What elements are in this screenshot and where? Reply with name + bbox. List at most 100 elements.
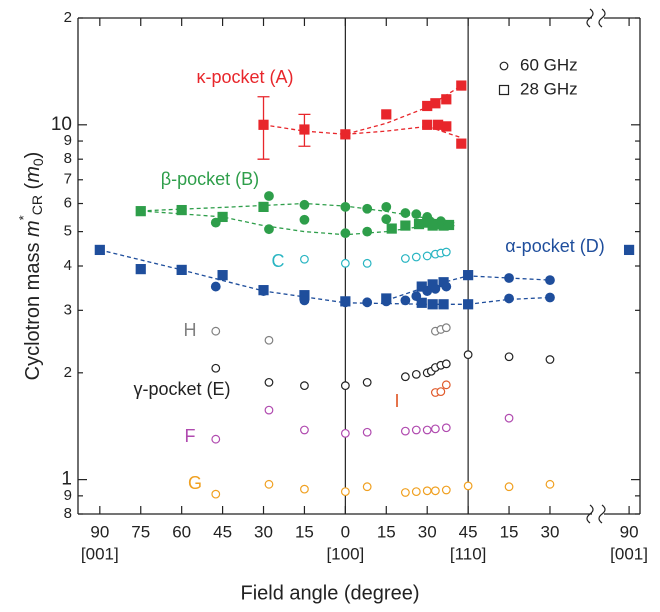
data-point <box>430 283 441 294</box>
data-point <box>416 297 427 308</box>
data-point <box>422 425 432 435</box>
data-point <box>443 219 455 231</box>
pocket-label: α-pocket (D) <box>505 236 604 256</box>
y-tick-label: 6 <box>64 194 72 211</box>
data-point <box>300 381 309 391</box>
data-point <box>211 363 221 373</box>
data-point <box>340 228 351 239</box>
y-axis-title-part: Cyclotron mass <box>22 237 44 380</box>
data-point <box>135 206 146 217</box>
fit-curve <box>345 125 462 139</box>
data-point <box>504 413 514 423</box>
data-point <box>545 292 555 303</box>
data-point <box>381 296 392 307</box>
data-point <box>456 80 467 91</box>
x-tick-label: 45 <box>213 522 232 541</box>
data-point <box>422 486 432 496</box>
x-tick-label: 30 <box>541 522 560 541</box>
data-point <box>381 201 392 212</box>
data-point <box>300 425 309 435</box>
data-point <box>258 119 269 130</box>
y-tick-label: 9 <box>64 132 72 149</box>
data-point <box>362 427 372 437</box>
data-point <box>340 258 350 268</box>
y-axis-title-part: 0 <box>30 158 46 166</box>
y-tick-label: 8 <box>64 150 72 167</box>
x-tick-label: 45 <box>459 522 478 541</box>
data-point <box>362 258 372 268</box>
data-point <box>94 244 105 256</box>
y-axis-title-part: m <box>22 166 44 183</box>
data-point <box>135 264 146 275</box>
data-point <box>300 484 309 494</box>
data-point <box>362 226 373 237</box>
x-tick-label: 30 <box>254 522 273 541</box>
y-tick-label: 1 <box>61 469 72 490</box>
data-point <box>176 204 187 216</box>
data-point <box>545 275 555 286</box>
data-point <box>456 138 467 149</box>
data-point <box>264 224 274 235</box>
data-point <box>441 359 451 369</box>
data-point <box>438 299 449 310</box>
data-point <box>441 281 452 292</box>
data-point <box>441 94 452 105</box>
data-point <box>400 372 410 382</box>
y-tick-label: 3 <box>64 301 72 318</box>
data-point <box>411 369 421 379</box>
data-point <box>400 220 411 231</box>
x-axis-title: Field angle (degree) <box>241 582 420 604</box>
y-axis-title-part: ( <box>22 182 44 195</box>
data-point <box>264 377 274 387</box>
data-point <box>211 434 221 444</box>
data-point <box>411 252 421 262</box>
data-point <box>504 352 514 362</box>
data-point <box>441 380 451 390</box>
data-point <box>411 291 422 302</box>
data-point <box>264 479 274 489</box>
data-point <box>441 323 451 333</box>
x-direction-label: [100] <box>326 544 364 563</box>
legend-marker <box>498 84 510 96</box>
data-point <box>210 217 221 228</box>
legend-marker <box>499 61 509 71</box>
data-point <box>258 201 269 212</box>
x-direction-label: [110] <box>450 544 487 563</box>
data-point <box>386 223 397 234</box>
data-point <box>299 295 310 306</box>
data-point <box>340 201 351 212</box>
data-point <box>211 489 221 499</box>
axis-break <box>598 8 606 28</box>
data-point <box>264 405 274 415</box>
legend-label: 60 GHz <box>520 55 578 74</box>
data-point <box>176 264 187 276</box>
data-point <box>545 479 555 489</box>
legend-label: 28 GHz <box>520 79 578 98</box>
data-point <box>463 299 474 310</box>
y-axis-title: Cyclotron mass m*CR (m0) <box>16 152 45 381</box>
data-point <box>504 293 514 304</box>
data-point <box>340 381 350 391</box>
y-tick-label: 7 <box>64 171 72 188</box>
data-point <box>381 109 392 120</box>
axis-break <box>586 8 594 28</box>
y-tick-label: 2 <box>64 9 72 26</box>
axis-break <box>598 504 606 524</box>
data-point <box>340 487 350 497</box>
data-point <box>441 485 451 495</box>
data-point <box>299 124 310 135</box>
data-point <box>411 209 422 220</box>
x-tick-label: 0 <box>341 522 350 541</box>
y-tick-label: 10 <box>51 114 72 135</box>
data-point <box>340 428 350 438</box>
data-point <box>217 270 228 281</box>
data-point <box>264 191 274 201</box>
data-point <box>422 119 433 130</box>
x-tick-label: 60 <box>172 522 191 541</box>
data-point <box>217 211 228 223</box>
data-point <box>430 98 441 109</box>
data-point <box>362 377 372 387</box>
data-point <box>441 423 451 433</box>
data-point <box>463 481 473 491</box>
